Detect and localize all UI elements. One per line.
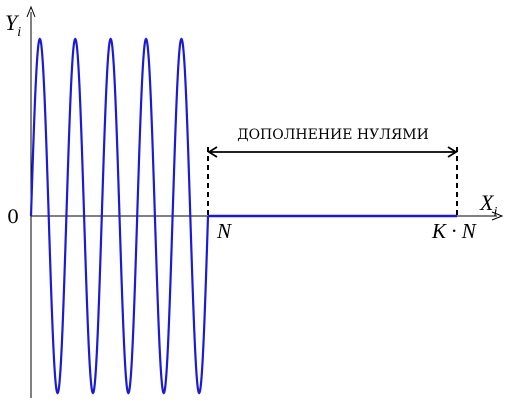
kn-label: K · N xyxy=(431,219,477,243)
padding-arrow-left-head xyxy=(207,146,218,158)
y-axis-arrow xyxy=(26,5,36,18)
padding-caption: ДОПОЛНЕНИЕ НУЛЯМИ xyxy=(237,127,429,143)
origin-label: 0 xyxy=(7,206,19,228)
y-axis-label: Yi xyxy=(5,10,21,40)
x-axis-label: Xi xyxy=(479,190,497,220)
x-axis-arrow xyxy=(491,211,504,221)
padding-arrow-right-head xyxy=(447,146,458,158)
n-label: N xyxy=(216,219,232,243)
sine-signal xyxy=(29,37,210,395)
